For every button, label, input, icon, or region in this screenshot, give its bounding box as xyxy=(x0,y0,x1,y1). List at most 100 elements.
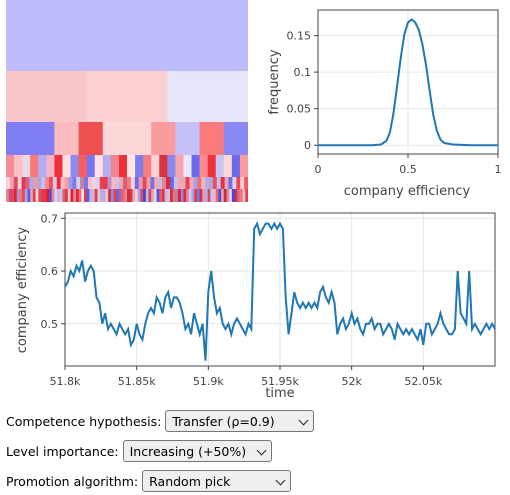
heatmap-cell xyxy=(89,189,93,202)
heatmap-cell xyxy=(185,177,190,189)
heatmap-cell xyxy=(142,177,148,189)
heatmap-cell xyxy=(6,122,31,155)
heatmap-cell xyxy=(213,189,217,202)
heatmap-cell xyxy=(113,189,117,202)
heatmap-cell xyxy=(91,177,97,189)
heatmap-cell xyxy=(183,155,193,177)
heatmap-cell xyxy=(199,122,225,155)
heatmap-cell xyxy=(30,189,34,202)
heatmap-cell xyxy=(100,189,104,202)
heatmap-cell xyxy=(127,155,136,177)
heatmap-cell xyxy=(102,155,112,177)
heatmap-cell xyxy=(94,155,104,177)
heatmap-cell xyxy=(13,177,19,189)
level-select[interactable]: Increasing (+50%) xyxy=(122,440,272,462)
heatmap-cell xyxy=(49,189,53,202)
histogram-y-label: frequency xyxy=(267,49,282,115)
x-tick-label: 52k xyxy=(341,375,362,388)
heatmap-cell xyxy=(175,189,179,202)
heatmap-cell xyxy=(137,189,141,202)
heatmap-cell xyxy=(156,189,160,202)
heatmap-cell xyxy=(35,189,39,202)
heatmap-cell xyxy=(70,189,74,202)
heatmap-cell xyxy=(129,189,133,202)
histogram-line xyxy=(318,18,498,147)
heatmap-cell xyxy=(218,189,222,202)
heatmap-cell xyxy=(181,177,187,189)
timeseries-line xyxy=(64,220,496,361)
heatmap-cell xyxy=(73,189,77,202)
heatmap-cell xyxy=(186,189,190,202)
heatmap-cell xyxy=(56,177,62,189)
efficiency-histogram: 0 0.5 1 00.050.10.15 company efficiency fr… xyxy=(267,9,502,199)
heatmap-cell xyxy=(6,177,11,189)
heatmap-cell xyxy=(223,155,233,177)
x-tick-label: 0 xyxy=(315,163,322,176)
promotion-label: Promotion algorithm: xyxy=(6,473,139,489)
heatmap-cell xyxy=(153,189,158,202)
heatmap-cell xyxy=(161,189,166,202)
heatmap-cell xyxy=(140,189,144,202)
heatmap-cell xyxy=(208,177,214,189)
heatmap-cell xyxy=(59,189,63,202)
efficiency-timeseries: 51.8k 51.85k 51.9k 51.95k 52k 52.05k 0.50.60.… xyxy=(15,212,496,401)
heatmap-cell xyxy=(37,177,42,189)
heatmap-cell xyxy=(19,189,23,202)
heatmap-cell xyxy=(229,189,233,202)
level-value: Increasing (+50%) xyxy=(129,443,247,459)
heatmap-cell xyxy=(194,189,198,202)
heatmap-cell xyxy=(173,177,179,189)
histogram-y-ticks: 0 0.05 0.1 0.15 xyxy=(287,30,318,152)
competence-value: Transfer (ρ=0.9) xyxy=(172,413,275,429)
competence-select[interactable]: Transfer (ρ=0.9) xyxy=(165,410,315,432)
heatmap-cell xyxy=(239,189,244,202)
heatmap-cell xyxy=(205,177,210,189)
heatmap-cell xyxy=(237,189,241,202)
heatmap-cell xyxy=(78,155,88,177)
heatmap-cell xyxy=(60,177,66,189)
heatmap-cell xyxy=(48,177,54,189)
y-tick-label: 0.05 xyxy=(287,103,312,116)
heatmap-cell xyxy=(207,155,217,177)
heatmap-cell xyxy=(29,177,34,189)
histogram-x-label: company efficiency xyxy=(344,184,471,199)
heatmap-cell xyxy=(52,177,58,189)
heatmap-cell xyxy=(130,177,136,189)
heatmap-cell xyxy=(119,177,124,189)
heatmap-cell xyxy=(231,189,236,202)
heatmap-cell xyxy=(30,122,55,155)
heatmap-cell xyxy=(22,189,26,202)
heatmap-cell xyxy=(107,177,112,189)
x-tick-label: 0.5 xyxy=(399,163,417,176)
heatmap-cell xyxy=(111,177,116,189)
heatmap-cell xyxy=(172,189,176,202)
timeseries-y-ticks: 0.5 0.6 0.7 xyxy=(41,212,65,331)
y-tick-label: 0.15 xyxy=(287,30,312,43)
heatmap-cell xyxy=(135,189,139,202)
y-tick-label: 0.6 xyxy=(41,265,59,278)
heatmap-cell xyxy=(216,177,222,189)
heatmap-cell xyxy=(193,177,198,189)
heatmap-cell xyxy=(57,189,61,202)
y-tick-label: 0.1 xyxy=(294,66,312,79)
heatmap-cell xyxy=(239,155,248,177)
heatmap-cell xyxy=(127,177,132,189)
promotion-select[interactable]: Random pick xyxy=(142,470,292,492)
heatmap-cell xyxy=(45,177,50,189)
heatmap-cell xyxy=(8,189,12,202)
heatmap-cell xyxy=(110,155,120,177)
heatmap-cell xyxy=(183,189,187,202)
timeseries-x-label: time xyxy=(265,386,294,401)
heatmap-cell xyxy=(151,155,160,177)
timeseries-grid xyxy=(64,213,495,366)
heatmap-cell xyxy=(245,189,248,202)
heatmap-cell xyxy=(191,189,195,202)
heatmap-cell xyxy=(127,122,152,155)
heatmap-cell xyxy=(43,189,47,202)
heatmap-cell xyxy=(191,155,201,177)
heatmap-cell xyxy=(240,177,245,189)
heatmap-cell xyxy=(78,189,82,202)
heatmap-cell xyxy=(78,122,104,155)
timeseries-x-ticks: 51.8k 51.85k 51.9k 51.95k 52k 52.05k xyxy=(50,366,443,388)
heatmap-cell xyxy=(199,189,203,202)
